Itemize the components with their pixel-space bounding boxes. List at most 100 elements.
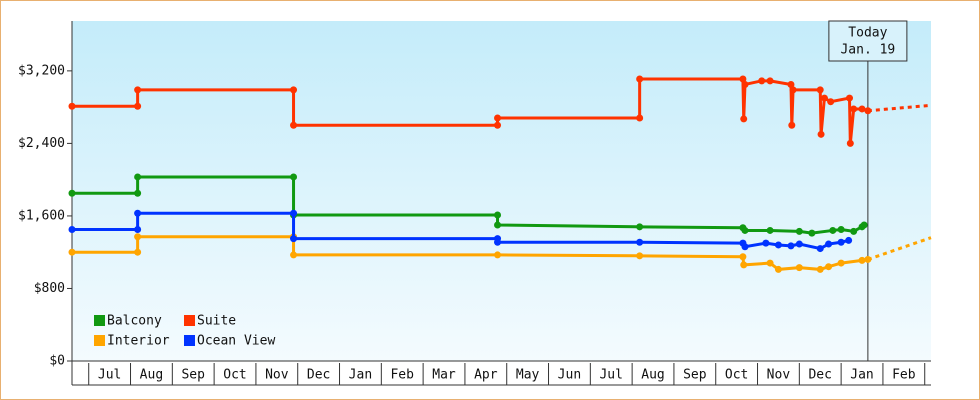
data-point xyxy=(68,226,76,234)
plot-area xyxy=(72,21,931,361)
data-point xyxy=(741,243,749,251)
data-point xyxy=(740,261,748,269)
x-tick-label: Nov xyxy=(265,368,289,383)
data-point xyxy=(68,189,76,197)
legend-swatch xyxy=(94,335,105,346)
y-tick-label: $1,600 xyxy=(18,208,65,223)
x-tick-label: Apr xyxy=(474,368,498,383)
data-point xyxy=(774,241,782,249)
x-tick-label: Feb xyxy=(390,368,414,383)
data-point xyxy=(134,248,142,256)
y-tick-label: $3,200 xyxy=(18,63,65,78)
x-tick-label: Oct xyxy=(223,368,246,383)
data-point xyxy=(494,114,502,122)
x-tick-label: Aug xyxy=(140,368,163,383)
data-point xyxy=(825,240,833,248)
data-point xyxy=(816,86,824,94)
data-point xyxy=(134,102,142,110)
data-point xyxy=(788,121,796,129)
x-tick-label: Dec xyxy=(808,368,831,383)
data-point xyxy=(290,86,298,94)
data-point xyxy=(829,226,837,234)
data-point xyxy=(290,209,298,217)
legend-swatch xyxy=(184,335,195,346)
data-point xyxy=(68,248,76,256)
y-tick-label: $2,400 xyxy=(18,136,65,151)
data-point xyxy=(741,80,749,88)
data-point xyxy=(816,265,824,273)
data-point xyxy=(134,173,142,181)
data-point xyxy=(740,115,748,123)
legend-label: Suite xyxy=(197,314,236,329)
data-point xyxy=(789,86,797,94)
data-point xyxy=(837,238,845,246)
x-tick-label: Nov xyxy=(767,368,791,383)
x-tick-label: Jul xyxy=(98,368,121,383)
data-point xyxy=(766,259,774,267)
x-tick-label: Jul xyxy=(599,368,622,383)
x-tick-label: Jun xyxy=(558,368,581,383)
today-box xyxy=(828,20,908,62)
x-tick-label: Sep xyxy=(683,368,707,383)
x-tick-label: Jan xyxy=(850,368,873,383)
data-point xyxy=(758,77,766,85)
today-label: Today xyxy=(848,26,887,41)
data-point xyxy=(636,238,644,246)
data-point xyxy=(68,102,76,110)
data-point xyxy=(850,105,858,113)
data-point xyxy=(290,121,298,129)
legend-label: Interior xyxy=(107,334,170,349)
data-point xyxy=(850,227,858,235)
data-point xyxy=(774,265,782,273)
data-point xyxy=(494,211,502,219)
data-point xyxy=(845,236,853,244)
x-tick-label: Sep xyxy=(181,368,205,383)
data-point xyxy=(795,227,803,235)
data-point xyxy=(762,239,770,247)
data-point xyxy=(134,189,142,197)
x-tick-label: Oct xyxy=(725,368,748,383)
data-point xyxy=(787,80,795,88)
data-point xyxy=(739,253,747,261)
data-point xyxy=(290,173,298,181)
data-point xyxy=(290,235,298,243)
x-tick-label: Dec xyxy=(307,368,330,383)
data-point xyxy=(636,75,644,83)
data-point xyxy=(846,139,854,147)
data-point xyxy=(134,209,142,217)
x-tick-label: Mar xyxy=(432,368,456,383)
data-point xyxy=(816,245,824,253)
data-point xyxy=(808,229,816,237)
data-point xyxy=(837,226,845,234)
data-point xyxy=(134,226,142,234)
data-point xyxy=(741,226,749,234)
data-point xyxy=(820,94,828,102)
x-tick-label: Jan xyxy=(349,368,372,383)
today-date: Jan. 19 xyxy=(840,43,895,58)
data-point xyxy=(837,259,845,267)
data-point xyxy=(795,240,803,248)
data-point xyxy=(845,94,853,102)
legend-swatch xyxy=(184,315,195,326)
data-point xyxy=(795,264,803,272)
data-point xyxy=(636,114,644,122)
x-tick-label: Feb xyxy=(892,368,916,383)
data-point xyxy=(494,238,502,246)
x-tick-label: Aug xyxy=(641,368,664,383)
data-point xyxy=(827,98,835,106)
data-point xyxy=(134,233,142,241)
data-point xyxy=(739,75,747,83)
data-point xyxy=(787,242,795,250)
data-point xyxy=(134,86,142,94)
legend-swatch xyxy=(94,315,105,326)
projection-line xyxy=(867,236,932,261)
x-tick-label: May xyxy=(516,368,540,383)
data-point xyxy=(858,256,866,264)
projection-line xyxy=(867,103,932,113)
data-point xyxy=(825,263,833,271)
data-point xyxy=(817,130,825,138)
data-point xyxy=(494,221,502,229)
data-point xyxy=(494,251,502,259)
